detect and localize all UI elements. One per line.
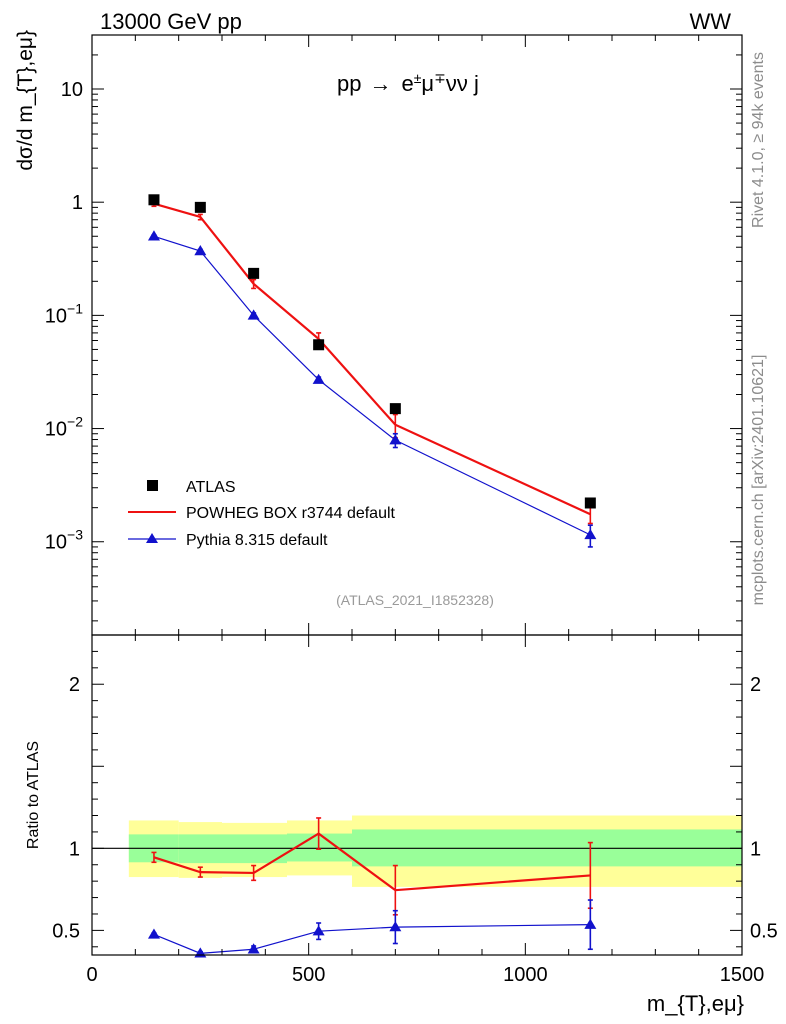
legend: ATLAS POWHEG BOX r3744 default Pythia 8.… — [128, 479, 396, 549]
atlas-point-2 — [248, 267, 260, 279]
y-tick-label-4: 10−3 — [45, 527, 83, 554]
analysis-id-label: (ATLAS_2021_I1852328) — [336, 592, 494, 608]
tick-labels: 0 500 1000 1500 10 1 10−1 10−2 10−3 2 2 1 1 0.5 0.5 — [45, 79, 778, 986]
ratio-tick-label-left-1: 1 — [69, 838, 80, 860]
pythia-line — [153, 235, 591, 536]
atlas-point-0 — [148, 194, 160, 206]
legend-atlas-label: ATLAS — [186, 479, 236, 496]
pythia-ratio-point-4 — [389, 921, 402, 932]
ratio-tick-label-left-2: 0.5 — [52, 920, 80, 942]
pythia-point-1 — [194, 245, 207, 256]
pythia-ratio-point-0 — [147, 928, 160, 939]
atlas-point-3 — [313, 339, 325, 351]
y-axis-title: dσ/d m_{T},eμ} — [14, 30, 37, 171]
ratio-band-inner-3 — [287, 833, 352, 862]
atlas-point-5 — [584, 497, 596, 509]
atlas-point-4 — [389, 403, 401, 415]
pythia-point-5 — [584, 528, 597, 540]
pythia-point-2 — [247, 309, 260, 320]
tick-marks — [91, 34, 743, 955]
x-tick-label-1: 500 — [292, 964, 325, 986]
legend-pythia-marker — [146, 533, 158, 543]
y-tick-label-1: 1 — [72, 192, 83, 214]
ratio-uncertainty-bands — [128, 815, 742, 887]
legend-pythia-label: Pythia 8.315 default — [186, 532, 328, 549]
mcplots-source-label: mcplots.cern.ch [arXiv:2401.10621] — [750, 355, 767, 606]
ratio-tick-label-right-2: 0.5 — [750, 920, 778, 942]
y-tick-label-3: 10−2 — [45, 414, 83, 441]
ratio-tick-label-left-0: 2 — [69, 674, 80, 696]
pythia-point-0 — [147, 230, 160, 241]
beam-energy-label: 13000 GeV pp — [100, 9, 242, 34]
axes-frame — [91, 34, 743, 956]
y-tick-label-2: 10−1 — [45, 300, 83, 327]
x-tick-label-3: 1500 — [720, 964, 765, 986]
rivet-version-label: Rivet 4.1.0, ≥ 94k events — [750, 52, 767, 228]
powheg-line — [153, 202, 591, 516]
y-tick-label-0: 10 — [61, 79, 83, 101]
legend-powheg-label: POWHEG BOX r3744 default — [186, 505, 396, 522]
x-axis-title: m_{T},eμ} — [647, 991, 744, 1016]
x-tick-label-0: 0 — [86, 964, 97, 986]
legend-atlas-marker — [147, 480, 158, 491]
ratio-panel-frame — [91, 634, 743, 956]
atlas-point-1 — [194, 201, 206, 213]
pythia-point-3 — [312, 373, 325, 384]
ratio-tick-label-right-0: 2 — [750, 674, 761, 696]
pythia-ratio-point-3 — [312, 925, 325, 936]
ratio-tick-label-right-1: 1 — [750, 838, 761, 860]
process-title: pp → e±μ∓νν j — [337, 70, 479, 96]
powheg-ratio-line — [153, 832, 591, 892]
ratio-axis-title: Ratio to ATLAS — [25, 741, 42, 849]
pythia-ratio-point-2 — [247, 943, 260, 954]
pythia-point-4 — [389, 434, 402, 445]
pythia-ratio-point-5 — [584, 918, 597, 929]
x-tick-label-2: 1000 — [503, 964, 548, 986]
data-series-layer — [147, 194, 597, 958]
pythia-ratio-line — [153, 924, 591, 954]
process-tag: WW — [689, 9, 731, 34]
